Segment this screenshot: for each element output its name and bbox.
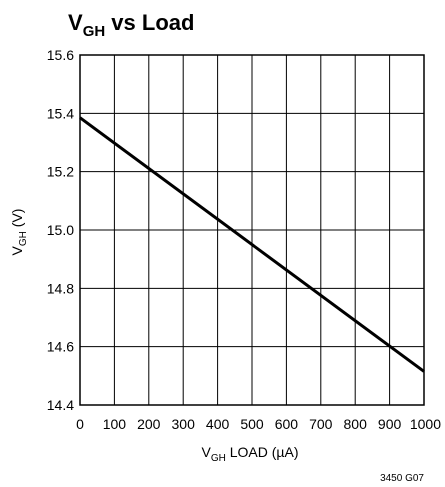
y-axis-label-subscript: GH <box>18 231 29 246</box>
x-tick-label: 0 <box>76 416 84 432</box>
chart-title-subscript: GH <box>83 23 106 40</box>
x-tick-label: 500 <box>240 416 264 432</box>
x-axis-label: VGH LOAD (µA) <box>202 444 299 464</box>
series-group <box>79 116 425 373</box>
x-tick-label: 900 <box>378 416 402 432</box>
x-tick-label: 300 <box>172 416 196 432</box>
x-tick-label: 400 <box>206 416 230 432</box>
x-axis-label-subscript: GH <box>211 453 226 464</box>
y-tick-label: 15.4 <box>47 105 74 121</box>
chart-title-rest: vs Load <box>105 10 194 35</box>
x-tick-labels: 0 100 200 300 400 500 600 700 800 900 1000 <box>76 416 441 432</box>
y-tick-label: 15.6 <box>47 47 74 63</box>
series-line <box>79 116 425 373</box>
plot-frame <box>79 54 425 406</box>
x-tick-label: 1000 <box>410 416 441 432</box>
y-tick-label: 14.4 <box>47 397 74 413</box>
figure-code: 3450 G07 <box>380 473 424 484</box>
y-tick-label: 15.2 <box>47 164 74 180</box>
y-axis-label: VGH (V) <box>9 209 29 256</box>
x-tick-label: 100 <box>103 416 127 432</box>
y-tick-label: 14.6 <box>47 339 74 355</box>
x-axis-label-rest: LOAD (µA) <box>226 444 299 460</box>
y-tick-label: 14.8 <box>47 280 74 296</box>
y-tick-labels: 14.4 14.6 14.8 15.0 15.2 15.4 15.6 <box>47 47 74 413</box>
grid <box>79 54 425 406</box>
x-tick-label: 600 <box>275 416 299 432</box>
y-axis-label-main: V <box>9 245 25 255</box>
y-tick-label: 15.0 <box>47 222 74 238</box>
y-axis-label-rest: (V) <box>9 209 25 232</box>
x-axis-label-main: V <box>202 444 212 460</box>
chart-title: VGH vs Load <box>68 10 194 40</box>
x-tick-label: 700 <box>309 416 333 432</box>
x-tick-label: 800 <box>344 416 368 432</box>
x-tick-label: 200 <box>137 416 161 432</box>
chart-title-main: V <box>68 10 83 35</box>
